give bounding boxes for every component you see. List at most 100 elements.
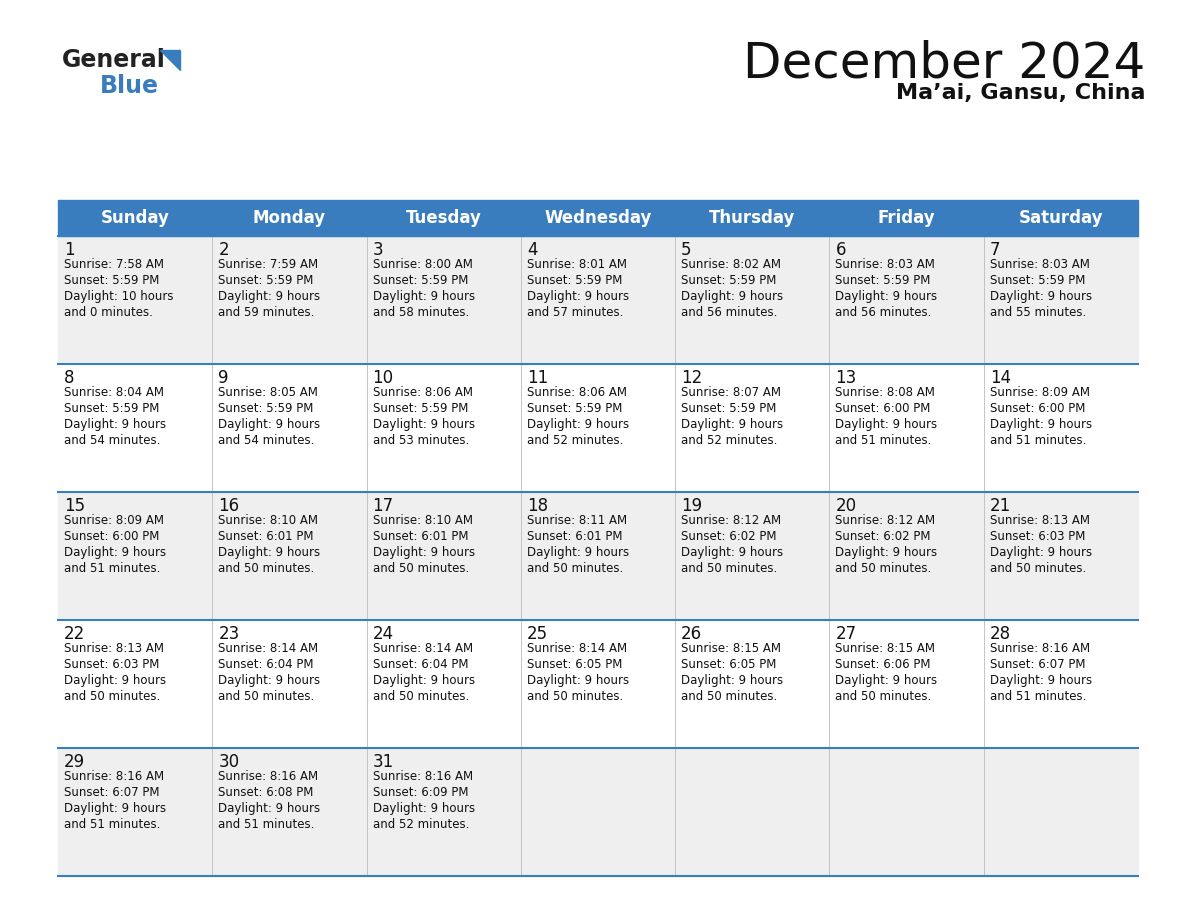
Text: Sunrise: 8:04 AM: Sunrise: 8:04 AM bbox=[64, 386, 164, 399]
Text: and 50 minutes.: and 50 minutes. bbox=[681, 690, 777, 703]
Text: Sunrise: 8:12 AM: Sunrise: 8:12 AM bbox=[681, 514, 782, 527]
Text: and 51 minutes.: and 51 minutes. bbox=[64, 562, 160, 575]
Text: Daylight: 9 hours: Daylight: 9 hours bbox=[373, 802, 475, 815]
Text: and 50 minutes.: and 50 minutes. bbox=[64, 690, 160, 703]
Text: and 56 minutes.: and 56 minutes. bbox=[835, 306, 931, 319]
Text: 12: 12 bbox=[681, 369, 702, 387]
Text: 16: 16 bbox=[219, 497, 240, 515]
Text: Daylight: 10 hours: Daylight: 10 hours bbox=[64, 290, 173, 303]
Text: 13: 13 bbox=[835, 369, 857, 387]
Text: and 51 minutes.: and 51 minutes. bbox=[64, 818, 160, 831]
Text: Daylight: 9 hours: Daylight: 9 hours bbox=[681, 674, 783, 687]
Text: 20: 20 bbox=[835, 497, 857, 515]
Text: 11: 11 bbox=[526, 369, 548, 387]
Text: Sunset: 6:03 PM: Sunset: 6:03 PM bbox=[990, 530, 1085, 543]
Text: Sunset: 5:59 PM: Sunset: 5:59 PM bbox=[219, 274, 314, 287]
Text: General: General bbox=[62, 48, 166, 72]
Text: and 51 minutes.: and 51 minutes. bbox=[219, 818, 315, 831]
Bar bbox=[58, 364, 1138, 492]
Text: and 58 minutes.: and 58 minutes. bbox=[373, 306, 469, 319]
Text: and 52 minutes.: and 52 minutes. bbox=[373, 818, 469, 831]
Text: Sunrise: 8:01 AM: Sunrise: 8:01 AM bbox=[526, 258, 627, 271]
Text: Daylight: 9 hours: Daylight: 9 hours bbox=[835, 290, 937, 303]
Text: Sunset: 6:00 PM: Sunset: 6:00 PM bbox=[64, 530, 159, 543]
Text: Sunset: 6:08 PM: Sunset: 6:08 PM bbox=[219, 786, 314, 799]
Text: Sunset: 6:02 PM: Sunset: 6:02 PM bbox=[681, 530, 777, 543]
Text: Sunset: 6:01 PM: Sunset: 6:01 PM bbox=[526, 530, 623, 543]
Text: 28: 28 bbox=[990, 625, 1011, 643]
Text: Sunrise: 7:58 AM: Sunrise: 7:58 AM bbox=[64, 258, 164, 271]
Text: Sunset: 5:59 PM: Sunset: 5:59 PM bbox=[990, 274, 1085, 287]
Text: 30: 30 bbox=[219, 753, 240, 771]
Text: Sunrise: 8:05 AM: Sunrise: 8:05 AM bbox=[219, 386, 318, 399]
Text: and 56 minutes.: and 56 minutes. bbox=[681, 306, 777, 319]
Text: December 2024: December 2024 bbox=[742, 40, 1145, 88]
Text: Daylight: 9 hours: Daylight: 9 hours bbox=[526, 546, 628, 559]
Text: Daylight: 9 hours: Daylight: 9 hours bbox=[373, 546, 475, 559]
Text: Wednesday: Wednesday bbox=[544, 209, 652, 227]
Text: Sunset: 5:59 PM: Sunset: 5:59 PM bbox=[219, 402, 314, 415]
Text: Saturday: Saturday bbox=[1018, 209, 1104, 227]
Text: Daylight: 9 hours: Daylight: 9 hours bbox=[64, 674, 166, 687]
Text: and 52 minutes.: and 52 minutes. bbox=[681, 434, 777, 447]
Text: Daylight: 9 hours: Daylight: 9 hours bbox=[835, 418, 937, 431]
Text: Daylight: 9 hours: Daylight: 9 hours bbox=[990, 290, 1092, 303]
Text: Sunset: 6:09 PM: Sunset: 6:09 PM bbox=[373, 786, 468, 799]
Text: 8: 8 bbox=[64, 369, 75, 387]
Text: 4: 4 bbox=[526, 241, 537, 259]
Text: 3: 3 bbox=[373, 241, 384, 259]
Text: Sunset: 6:06 PM: Sunset: 6:06 PM bbox=[835, 658, 931, 671]
Text: Daylight: 9 hours: Daylight: 9 hours bbox=[219, 674, 321, 687]
Text: Sunset: 6:07 PM: Sunset: 6:07 PM bbox=[64, 786, 159, 799]
Text: Daylight: 9 hours: Daylight: 9 hours bbox=[835, 674, 937, 687]
Text: and 50 minutes.: and 50 minutes. bbox=[373, 562, 469, 575]
Text: Sunrise: 8:03 AM: Sunrise: 8:03 AM bbox=[835, 258, 935, 271]
Text: 23: 23 bbox=[219, 625, 240, 643]
Text: Daylight: 9 hours: Daylight: 9 hours bbox=[219, 802, 321, 815]
Text: Sunrise: 8:14 AM: Sunrise: 8:14 AM bbox=[373, 642, 473, 655]
Text: 18: 18 bbox=[526, 497, 548, 515]
Text: 24: 24 bbox=[373, 625, 393, 643]
Text: 27: 27 bbox=[835, 625, 857, 643]
Text: Daylight: 9 hours: Daylight: 9 hours bbox=[990, 674, 1092, 687]
Bar bbox=[58, 492, 1138, 620]
Text: 31: 31 bbox=[373, 753, 393, 771]
Text: Sunset: 6:02 PM: Sunset: 6:02 PM bbox=[835, 530, 931, 543]
Text: Sunrise: 8:09 AM: Sunrise: 8:09 AM bbox=[64, 514, 164, 527]
Text: 9: 9 bbox=[219, 369, 229, 387]
Text: Sunrise: 8:13 AM: Sunrise: 8:13 AM bbox=[64, 642, 164, 655]
Text: Sunrise: 8:16 AM: Sunrise: 8:16 AM bbox=[64, 770, 164, 783]
Text: 6: 6 bbox=[835, 241, 846, 259]
Text: 21: 21 bbox=[990, 497, 1011, 515]
Text: Daylight: 9 hours: Daylight: 9 hours bbox=[990, 418, 1092, 431]
Text: Sunrise: 7:59 AM: Sunrise: 7:59 AM bbox=[219, 258, 318, 271]
Text: Sunset: 5:59 PM: Sunset: 5:59 PM bbox=[64, 274, 159, 287]
Text: Daylight: 9 hours: Daylight: 9 hours bbox=[526, 674, 628, 687]
Text: Sunrise: 8:15 AM: Sunrise: 8:15 AM bbox=[835, 642, 935, 655]
Text: 7: 7 bbox=[990, 241, 1000, 259]
Text: Daylight: 9 hours: Daylight: 9 hours bbox=[990, 546, 1092, 559]
Text: Sunrise: 8:14 AM: Sunrise: 8:14 AM bbox=[526, 642, 627, 655]
Text: Sunrise: 8:15 AM: Sunrise: 8:15 AM bbox=[681, 642, 782, 655]
Text: and 51 minutes.: and 51 minutes. bbox=[990, 690, 1086, 703]
Text: Daylight: 9 hours: Daylight: 9 hours bbox=[219, 418, 321, 431]
Text: Daylight: 9 hours: Daylight: 9 hours bbox=[373, 674, 475, 687]
Text: Sunrise: 8:10 AM: Sunrise: 8:10 AM bbox=[219, 514, 318, 527]
Text: Sunrise: 8:16 AM: Sunrise: 8:16 AM bbox=[990, 642, 1089, 655]
Bar bbox=[58, 620, 1138, 748]
Text: and 50 minutes.: and 50 minutes. bbox=[835, 690, 931, 703]
Text: and 50 minutes.: and 50 minutes. bbox=[219, 690, 315, 703]
Text: Sunset: 6:01 PM: Sunset: 6:01 PM bbox=[219, 530, 314, 543]
Text: Sunset: 6:01 PM: Sunset: 6:01 PM bbox=[373, 530, 468, 543]
Text: Daylight: 9 hours: Daylight: 9 hours bbox=[64, 546, 166, 559]
Text: Sunrise: 8:06 AM: Sunrise: 8:06 AM bbox=[373, 386, 473, 399]
Text: Daylight: 9 hours: Daylight: 9 hours bbox=[526, 290, 628, 303]
Text: and 59 minutes.: and 59 minutes. bbox=[219, 306, 315, 319]
Text: Daylight: 9 hours: Daylight: 9 hours bbox=[681, 290, 783, 303]
Text: and 50 minutes.: and 50 minutes. bbox=[681, 562, 777, 575]
Text: 26: 26 bbox=[681, 625, 702, 643]
Text: Daylight: 9 hours: Daylight: 9 hours bbox=[64, 418, 166, 431]
Text: Blue: Blue bbox=[100, 74, 159, 98]
Text: Ma’ai, Gansu, China: Ma’ai, Gansu, China bbox=[896, 83, 1145, 103]
Text: Sunset: 5:59 PM: Sunset: 5:59 PM bbox=[373, 274, 468, 287]
